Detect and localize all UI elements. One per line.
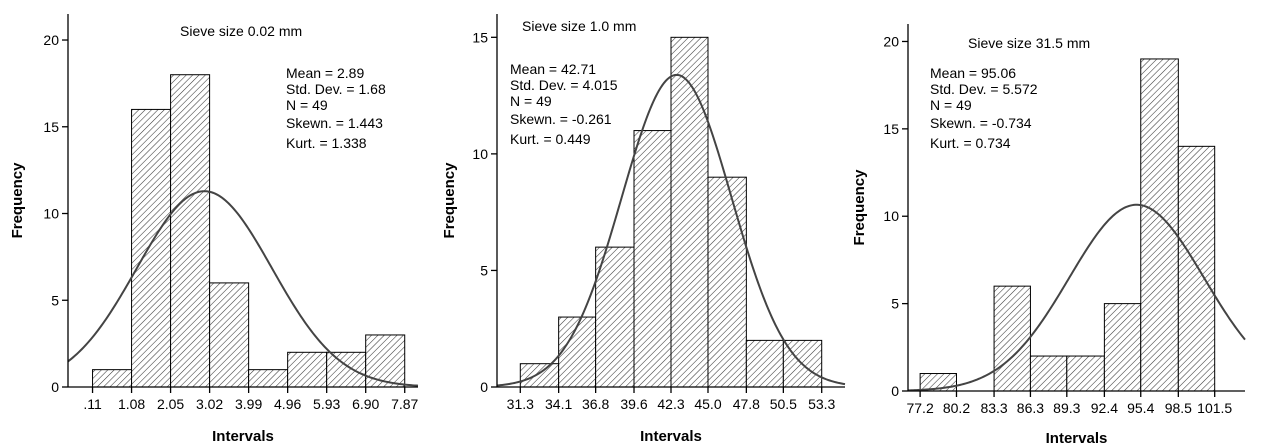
x-tick-label: 80.2 — [943, 400, 970, 416]
histogram-bar — [1066, 355, 1105, 392]
y-tick-label: 15 — [472, 29, 488, 45]
stat-label: Std. Dev. = 1.68 — [286, 81, 386, 97]
x-tick-label: .11 — [83, 396, 102, 412]
histogram-bar — [993, 285, 1031, 392]
histogram-bar — [131, 108, 172, 388]
stat-label: Skewn. = -0.734 — [930, 115, 1032, 131]
chart-title: Sieve size 0.02 mm — [180, 23, 302, 39]
stat-label: Std. Dev. = 5.572 — [930, 81, 1038, 97]
histogram-bar — [745, 339, 784, 388]
stat-label: N = 49 — [510, 93, 552, 109]
x-tick-label: 3.99 — [235, 396, 262, 412]
histogram-bar — [595, 246, 635, 388]
stat-label: Mean = 42.71 — [510, 61, 596, 77]
stat-label: Skewn. = 1.443 — [286, 115, 383, 131]
y-tick-label: 5 — [480, 262, 488, 278]
histogram-panel-2: 0 5 10 15 31.3 34.1 36.8 39.6 42.3 45.0 47.8 50.5 53… — [441, 14, 846, 445]
stat-label: Kurt. = 0.734 — [930, 135, 1011, 151]
histogram-bar — [670, 36, 709, 388]
x-axis-title: Intervals — [640, 428, 702, 445]
y-tick-label: 20 — [883, 33, 899, 49]
stat-label: N = 49 — [930, 97, 972, 113]
histogram-bar — [519, 363, 560, 388]
y-tick-label: 5 — [891, 296, 899, 312]
x-tick-label: 36.8 — [582, 396, 609, 412]
y-tick-label: 20 — [43, 32, 59, 48]
x-tick-label: 3.02 — [196, 396, 223, 412]
x-tick-label: 6.90 — [352, 396, 379, 412]
histogram-bar — [287, 351, 328, 388]
stat-label: Skewn. = -0.261 — [510, 111, 612, 127]
x-tick-label: 39.6 — [620, 396, 647, 412]
x-tick-label: 50.5 — [770, 396, 797, 412]
x-axis-title: Intervals — [212, 428, 274, 445]
normal-curve — [496, 73, 846, 387]
stat-label: Kurt. = 1.338 — [286, 135, 367, 151]
y-tick-label: 15 — [43, 119, 59, 135]
y-axis-title: Frequency — [9, 162, 26, 239]
x-tick-label: 34.1 — [545, 396, 572, 412]
x-axis-title: Intervals — [1046, 430, 1108, 445]
histogram-bar — [209, 282, 250, 388]
histogram-bar — [1103, 303, 1142, 392]
x-tick-label: 2.05 — [157, 396, 184, 412]
histogram-bar — [633, 130, 672, 388]
x-tick-label: 92.4 — [1091, 400, 1118, 416]
histogram-bar — [707, 176, 747, 388]
histogram-bar — [1029, 355, 1068, 392]
x-tick-label: 4.96 — [274, 396, 301, 412]
histogram-bar — [326, 351, 367, 388]
histogram-panel-1: 0 5 10 15 20 .11 1.08 2.05 3.02 3.99 4.96 5.93 6.90 7… — [9, 14, 419, 445]
chart-title: Sieve size 31.5 mm — [968, 35, 1090, 51]
x-tick-label: 95.4 — [1127, 400, 1154, 416]
y-tick-label: 15 — [883, 121, 899, 137]
x-tick-label: 1.08 — [118, 396, 145, 412]
histogram-bar — [558, 316, 597, 388]
histogram-bar — [248, 369, 289, 388]
x-tick-label: 101.5 — [1197, 400, 1232, 416]
x-tick-label: 83.3 — [980, 400, 1007, 416]
histogram-bar — [92, 369, 133, 388]
histogram-panel-3: 0 5 10 15 20 77.2 80.2 83.3 86.3 89.3 92.4 95.4 98.5… — [851, 24, 1246, 445]
y-tick-label: 5 — [51, 292, 59, 308]
stat-label: Mean = 2.89 — [286, 65, 364, 81]
y-tick-label: 10 — [883, 208, 899, 224]
chart-title: Sieve size 1.0 mm — [522, 18, 636, 34]
y-tick-label: 0 — [480, 379, 488, 395]
histogram-bar — [365, 334, 406, 388]
histogram-bar — [1177, 145, 1216, 392]
normal-curve — [67, 190, 419, 387]
stat-label: Mean = 95.06 — [930, 65, 1016, 81]
x-tick-label: 5.93 — [313, 396, 340, 412]
histogram-bar — [1140, 58, 1179, 392]
normal-curve — [907, 203, 1246, 392]
stat-label: Std. Dev. = 4.015 — [510, 77, 618, 93]
x-tick-label: 7.87 — [391, 396, 418, 412]
y-tick-label: 10 — [43, 206, 59, 222]
stat-label: N = 49 — [286, 97, 328, 113]
x-tick-label: 47.8 — [733, 396, 760, 412]
x-tick-label: 89.3 — [1053, 400, 1080, 416]
x-tick-label: 42.3 — [657, 396, 684, 412]
x-tick-label: 98.5 — [1165, 400, 1192, 416]
x-tick-label: 53.3 — [808, 396, 835, 412]
y-tick-label: 0 — [51, 379, 59, 395]
x-tick-label: 45.0 — [694, 396, 721, 412]
y-tick-label: 10 — [472, 146, 488, 162]
x-tick-label: 31.3 — [507, 396, 534, 412]
x-tick-label: 77.2 — [906, 400, 933, 416]
x-tick-label: 86.3 — [1017, 400, 1044, 416]
stat-label: Kurt. = 0.449 — [510, 131, 591, 147]
y-tick-label: 0 — [891, 383, 899, 399]
y-axis-title: Frequency — [851, 169, 868, 246]
y-axis-title: Frequency — [441, 162, 458, 239]
histogram-bar — [170, 74, 211, 388]
